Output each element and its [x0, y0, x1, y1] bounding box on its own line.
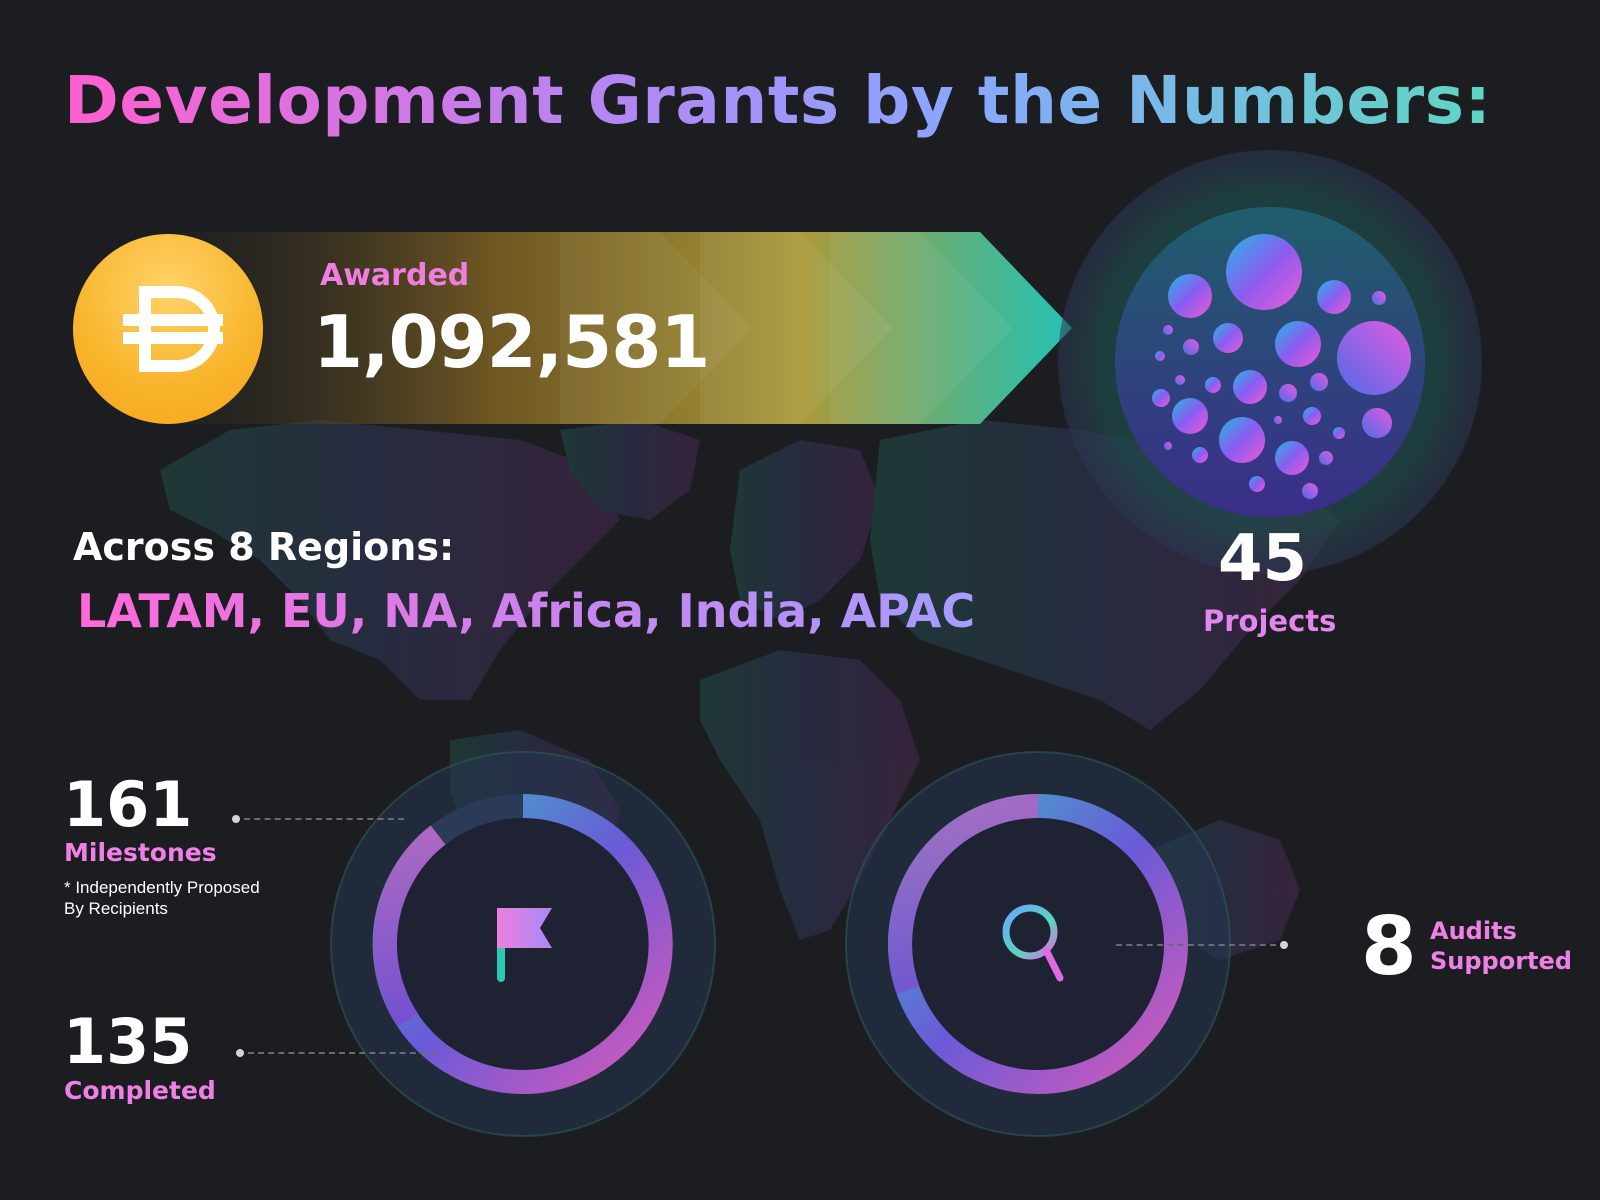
page-title: Development Grants by the Numbers: [64, 62, 1492, 139]
awarded-value: 1,092,581 [313, 300, 710, 384]
completed-count: 135 [63, 1005, 193, 1078]
regions-list: LATAM, EU, NA, Africa, India, APAC [77, 584, 976, 638]
flag-icon [497, 908, 552, 982]
milestones-label: Milestones [64, 838, 217, 867]
audits-leader-line [1116, 944, 1276, 946]
completed-leader-line [248, 1052, 436, 1054]
audits-label: Audits Supported [1430, 916, 1572, 976]
projects-label: Projects [1203, 604, 1337, 638]
milestones-note-line2: By Recipients [64, 899, 168, 918]
magnifier-icon [1002, 904, 1064, 982]
milestones-note: * Independently Proposed By Recipients [64, 877, 260, 919]
awarded-label: Awarded [320, 258, 470, 293]
completed-label: Completed [64, 1076, 216, 1105]
milestones-leader-dot [232, 815, 240, 823]
audits-leader-dot [1280, 941, 1288, 949]
dai-coin-icon [73, 234, 263, 424]
audits-label-line2: Supported [1430, 947, 1572, 975]
milestones-count: 161 [63, 768, 193, 841]
milestones-leader-line [244, 818, 404, 820]
projects-count: 45 [1218, 522, 1308, 596]
regions-heading: Across 8 Regions: [73, 525, 455, 569]
milestones-note-line1: * Independently Proposed [64, 878, 260, 897]
audits-count: 8 [1361, 900, 1417, 993]
completed-leader-dot [236, 1049, 244, 1057]
audits-label-line1: Audits [1430, 917, 1517, 945]
